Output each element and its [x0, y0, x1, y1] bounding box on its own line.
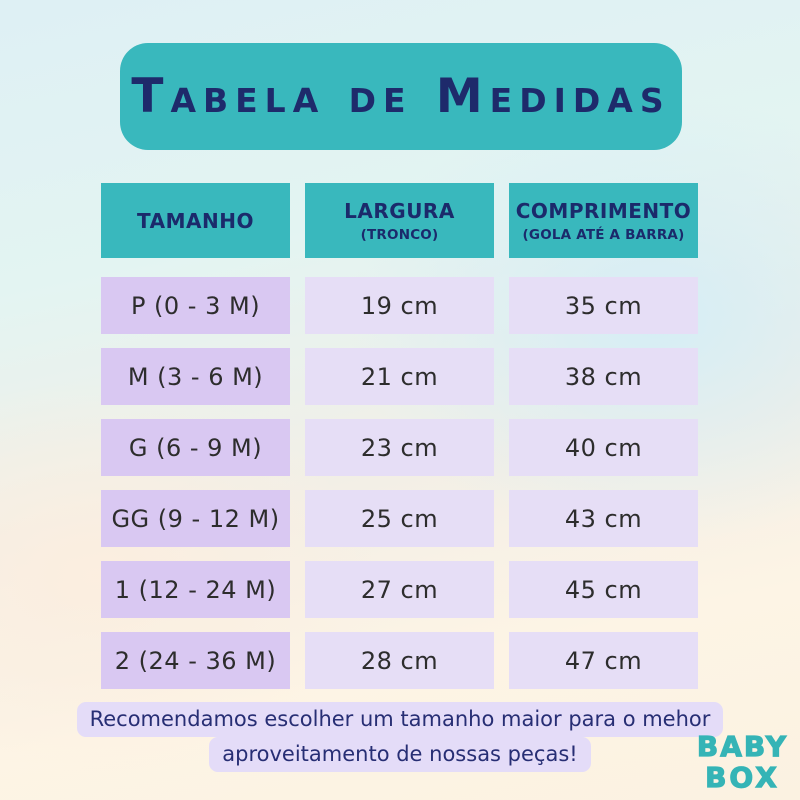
size-table: TAMANHO LARGURA (TRONCO) COMPRIMENTO (GO…: [101, 183, 698, 689]
comprimento-cell: 47 cm: [509, 632, 698, 689]
table-header-row: TAMANHO LARGURA (TRONCO) COMPRIMENTO (GO…: [101, 183, 698, 258]
recommendation-note: Recomendamos escolher um tamanho maior p…: [0, 702, 800, 772]
size-cell: 2 (24 - 36 M): [101, 632, 290, 689]
logo-text-box: BOX: [704, 761, 780, 794]
column-header-tamanho: TAMANHO: [101, 183, 290, 258]
largura-cell: 23 cm: [305, 419, 494, 476]
largura-cell: 27 cm: [305, 561, 494, 618]
largura-cell: 25 cm: [305, 490, 494, 547]
logo-text-baby: BABY: [696, 730, 788, 763]
column-header-label: TAMANHO: [137, 208, 254, 233]
column-header-label: LARGURA: [344, 198, 455, 223]
baby-box-logo: BABY BOX: [696, 730, 788, 794]
size-cell: M (3 - 6 M): [101, 348, 290, 405]
comprimento-cell: 40 cm: [509, 419, 698, 476]
largura-cell: 21 cm: [305, 348, 494, 405]
comprimento-cell: 35 cm: [509, 277, 698, 334]
page-title: Tabela de Medidas: [131, 69, 671, 124]
size-cell: GG (9 - 12 M): [101, 490, 290, 547]
table-body: P (0 - 3 M) 19 cm 35 cm M (3 - 6 M) 21 c…: [101, 277, 698, 689]
column-header-sublabel: (GOLA ATÉ A BARRA): [522, 226, 685, 243]
column-header-largura: LARGURA (TRONCO): [305, 183, 494, 258]
size-cell: 1 (12 - 24 M): [101, 561, 290, 618]
size-cell: G (6 - 9 M): [101, 419, 290, 476]
column-header-label: COMPRIMENTO: [515, 198, 692, 223]
note-line-1: Recomendamos escolher um tamanho maior p…: [0, 702, 800, 737]
comprimento-cell: 38 cm: [509, 348, 698, 405]
note-text: aproveitamento de nossas peças!: [209, 737, 591, 772]
title-banner: Tabela de Medidas: [120, 43, 682, 150]
column-header-sublabel: (TRONCO): [360, 226, 439, 243]
size-cell: P (0 - 3 M): [101, 277, 290, 334]
note-text: Recomendamos escolher um tamanho maior p…: [76, 702, 724, 737]
largura-cell: 19 cm: [305, 277, 494, 334]
largura-cell: 28 cm: [305, 632, 494, 689]
comprimento-cell: 45 cm: [509, 561, 698, 618]
column-header-comprimento: COMPRIMENTO (GOLA ATÉ A BARRA): [509, 183, 698, 258]
comprimento-cell: 43 cm: [509, 490, 698, 547]
note-line-2: aproveitamento de nossas peças!: [0, 737, 800, 772]
